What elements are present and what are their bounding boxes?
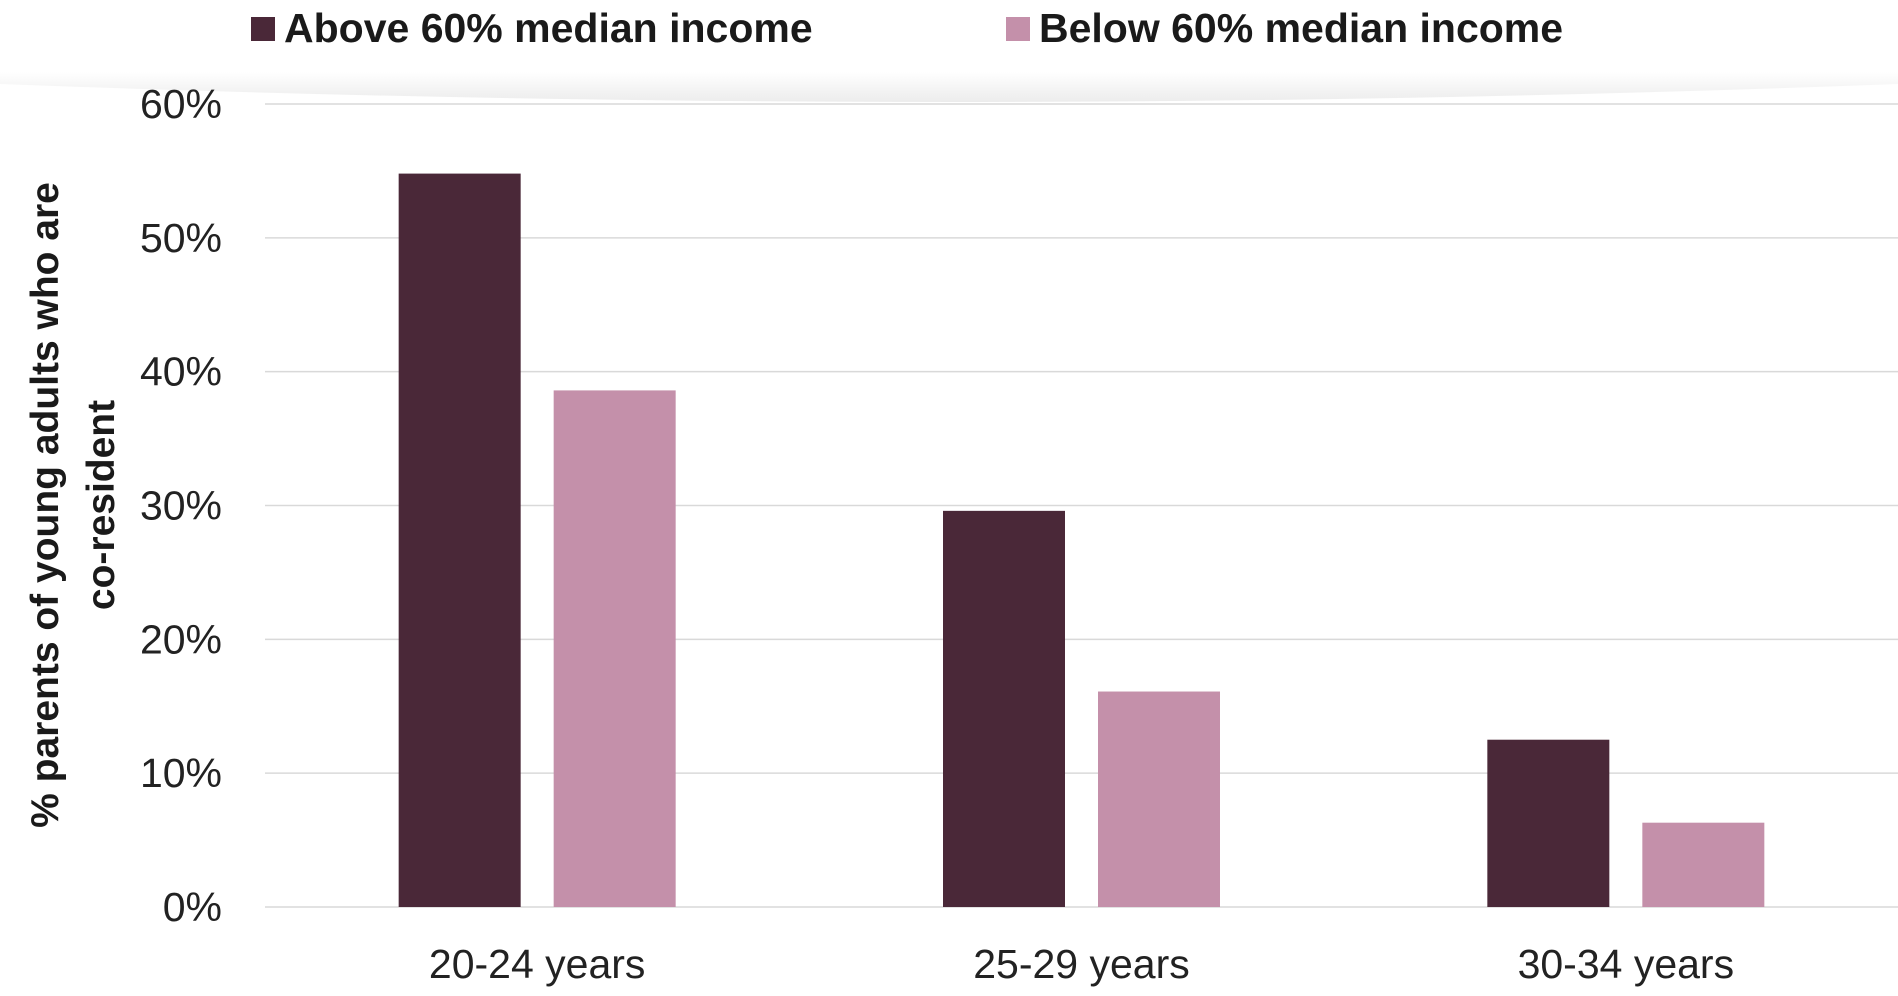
y-axis-label-line: co-resident — [80, 400, 123, 610]
bar-below-2 — [1098, 691, 1220, 907]
x-axis-ticks: 20-24 years 25-29 years 30-34 years — [429, 941, 1734, 987]
legend-swatch-above — [251, 17, 275, 41]
y-axis-label-line: % parents of young adults who are — [24, 182, 67, 828]
bar-below-1 — [553, 390, 676, 907]
bar-below-3 — [1642, 822, 1765, 907]
y-tick-label: 20% — [140, 616, 222, 662]
y-axis-ticks: 0% 10% 20% 30% 40% 50% 60% — [140, 81, 222, 930]
legend-swatch-below — [1006, 17, 1030, 41]
legend-label-below: Below 60% median income — [1039, 5, 1563, 51]
bar-above-3 — [1487, 739, 1610, 907]
y-tick-label: 60% — [140, 81, 222, 127]
x-tick-label: 20-24 years — [429, 941, 646, 987]
legend-panel — [0, 72, 1898, 102]
legend: Above 60% median income Below 60% median … — [251, 5, 1563, 51]
bar-above-1 — [398, 173, 521, 908]
bar-above-2 — [943, 510, 1065, 907]
x-tick-label: 30-34 years — [1518, 941, 1735, 987]
gridlines — [265, 103, 1898, 908]
y-tick-label: 50% — [140, 215, 222, 261]
y-tick-label: 10% — [140, 750, 222, 796]
x-tick-label: 25-29 years — [973, 941, 1190, 987]
y-tick-label: 30% — [140, 483, 222, 529]
legend-label-above: Above 60% median income — [284, 5, 813, 51]
y-tick-label: 40% — [140, 349, 222, 395]
bars — [398, 173, 1765, 908]
y-axis-label: % parents of young adults who are co-resi… — [24, 182, 123, 828]
y-tick-label: 0% — [163, 884, 222, 930]
